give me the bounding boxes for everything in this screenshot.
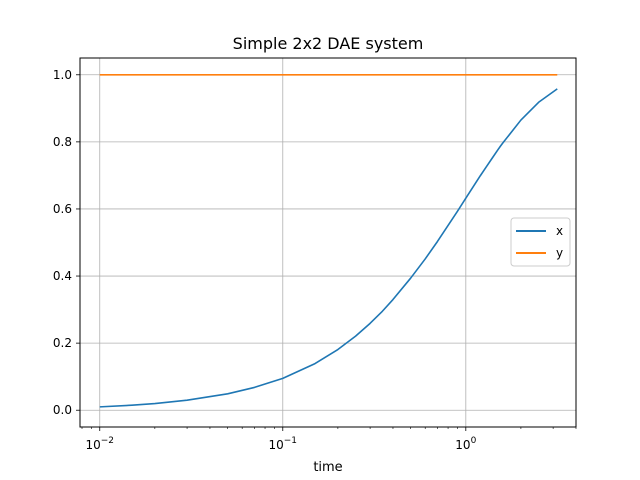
x-axis-ticks: 10−2 10−1 100 bbox=[81, 427, 577, 452]
y-axis-ticks: 0.0 0.2 0.4 0.6 0.8 1.0 bbox=[53, 68, 80, 417]
legend: x y bbox=[510, 217, 571, 267]
x-tick-label: 100 bbox=[455, 436, 476, 452]
series-line-x bbox=[99, 88, 558, 408]
y-tick-label: 1.0 bbox=[53, 68, 72, 82]
legend-label-y: y bbox=[556, 246, 563, 260]
y-tick-label: 0.0 bbox=[53, 403, 72, 417]
x-tick-label-base: 10 bbox=[85, 438, 100, 452]
plot-frame bbox=[79, 57, 577, 428]
x-tick-label-exponent: −1 bbox=[284, 436, 297, 446]
x-axis-label: time bbox=[313, 460, 342, 475]
y-tick-label: 0.6 bbox=[53, 202, 72, 216]
y-tick-label: 0.4 bbox=[53, 269, 72, 283]
y-tick-label: 0.2 bbox=[53, 336, 72, 350]
x-tick-label-exponent: 0 bbox=[471, 436, 477, 446]
legend-label-x: x bbox=[556, 224, 563, 238]
x-tick-label: 10−2 bbox=[85, 436, 114, 452]
x-tick-label-base: 10 bbox=[268, 438, 283, 452]
plot-series bbox=[99, 73, 558, 408]
x-tick-label-exponent: −2 bbox=[101, 436, 114, 446]
x-tick-label-base: 10 bbox=[455, 438, 470, 452]
x-tick-label: 10−1 bbox=[268, 436, 297, 452]
chart-title: Simple 2x2 DAE system bbox=[233, 34, 424, 53]
y-tick-label: 0.8 bbox=[53, 135, 72, 149]
